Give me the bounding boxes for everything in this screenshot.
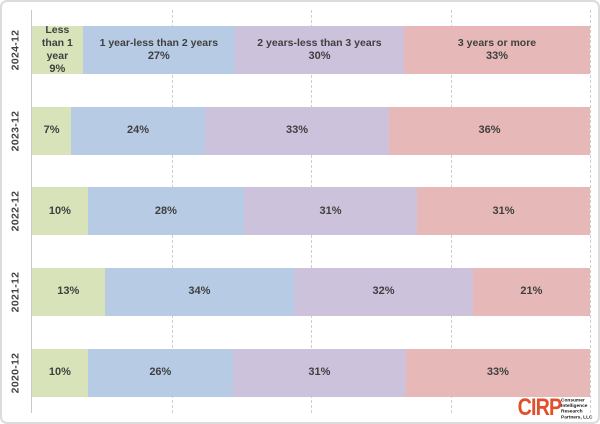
bar-segment-series-3: 33% [204, 106, 390, 155]
bar-segment-series-4: 33% [405, 348, 590, 397]
stacked-bar: 10% 28% 31% 31% [32, 187, 590, 236]
segment-value-label: 9% [49, 63, 66, 75]
segment-value-label: 10% [48, 365, 71, 378]
y-axis-label: 2023-12 [9, 110, 22, 152]
bar-segment-series-2: 24% [71, 106, 205, 155]
tagline-line: Consumer [561, 396, 585, 403]
bar-row: 2024-12 Less than 1 year 9% 1 year-less tha… [9, 10, 591, 91]
y-axis-label-box: 2024-12 [1, 10, 29, 91]
segment-value-label: 24% [127, 124, 150, 137]
segment-value-label: 34% [188, 285, 211, 298]
segment-value-label: 31% [308, 365, 331, 378]
segment-value-label: 10% [48, 204, 71, 217]
stacked-bar: 7% 24% 33% 36% [32, 106, 590, 155]
bar-segment-series-2: 28% [87, 187, 245, 236]
cirp-logo: CIRP Consumer Intelligence Research Partner… [508, 396, 595, 420]
tagline-line: Intelligence [561, 402, 588, 408]
stacked-bar: 10% 26% 31% 33% [32, 348, 590, 397]
y-axis-label: 2021-12 [9, 271, 22, 313]
y-axis-label: 2022-12 [9, 191, 22, 232]
segment-name-label: 1 year-less than 2 years [99, 36, 219, 49]
bar-segment-series-1: 13% [32, 268, 105, 317]
bar-row: 2021-12 13% 34% 32% 21% [9, 252, 591, 333]
segment-name-label: Less than 1 year [41, 26, 73, 62]
tagline-line: Research [561, 408, 583, 414]
segment-value-label: 30% [308, 49, 331, 62]
tagline-line: Partners, LLC [561, 413, 593, 419]
gridline-100pct [590, 10, 591, 413]
bar-segment-series-4: 31% [417, 187, 590, 236]
segment-value-label: 36% [478, 124, 501, 137]
bar-segment-series-1: 7% [32, 106, 72, 155]
y-axis-label: 2020-12 [9, 352, 22, 394]
segment-value-label: 27% [147, 49, 170, 62]
y-axis-label-box: 2021-12 [1, 252, 29, 333]
bar-segment-series-3: 2 years-less than 3 years 30% [234, 26, 405, 75]
segment-value-label: 33% [286, 124, 309, 137]
segment-value-label: 32% [372, 285, 395, 298]
y-axis-label-box: 2020-12 [1, 332, 29, 413]
bar-segment-series-4: 21% [472, 268, 591, 317]
segment-value-label: 33% [486, 365, 509, 378]
bar-segment-series-2: 26% [87, 348, 233, 397]
stacked-bar: Less than 1 year 9% 1 year-less than 2 yea… [32, 26, 591, 75]
bar-row: 2022-12 10% 28% 31% 31% [9, 171, 590, 252]
segment-name-label: 3 years or more [457, 36, 537, 49]
cirp-logo-text: CIRP [517, 394, 562, 421]
bar-segment-series-1: Less than 1 year 9% [32, 26, 83, 75]
bar-segment-series-2: 34% [104, 268, 295, 317]
y-axis-label: 2024-12 [9, 29, 22, 71]
bar-segment-series-1: 10% [32, 348, 88, 397]
bar-segment-series-3: 31% [244, 187, 418, 236]
segment-value-label: 13% [57, 285, 80, 298]
bar-row: 2023-12 7% 24% 33% 36% [9, 91, 590, 172]
cirp-logo-tagline-lines: Consumer Intelligence Research Partners, LL… [561, 396, 593, 419]
bar-segment-series-2: 1 year-less than 2 years 27% [82, 26, 235, 75]
segment-value-label: 21% [520, 285, 543, 298]
y-axis-label-box: 2023-12 [1, 91, 29, 172]
cirp-logo-tagline: Consumer Intelligence Research Partners, LL… [561, 396, 595, 420]
segment-value-label: 33% [486, 49, 509, 62]
bar-segment-series-3: 32% [294, 268, 473, 317]
stacked-bar: 13% 34% 32% 21% [32, 268, 591, 317]
segment-value-label: 31% [319, 204, 342, 217]
segment-value-label: 7% [43, 124, 60, 137]
bar-segment-series-3: 31% [232, 348, 406, 397]
y-axis-label-box: 2022-12 [1, 171, 29, 252]
bar-segment-series-4: 36% [389, 106, 590, 155]
segment-value-label: 31% [492, 204, 515, 217]
bar-segment-series-4: 3 years or more 33% [404, 26, 591, 75]
plot-area: 2024-12 Less than 1 year 9% 1 year-less tha… [9, 10, 591, 413]
segment-name-label: 2 years-less than 3 years [257, 36, 382, 49]
bar-row: 2020-12 10% 26% 31% 33% [9, 332, 590, 413]
segment-value-label: 28% [154, 204, 177, 217]
bar-segment-series-1: 10% [32, 187, 88, 236]
segment-value-label: 26% [149, 365, 172, 378]
